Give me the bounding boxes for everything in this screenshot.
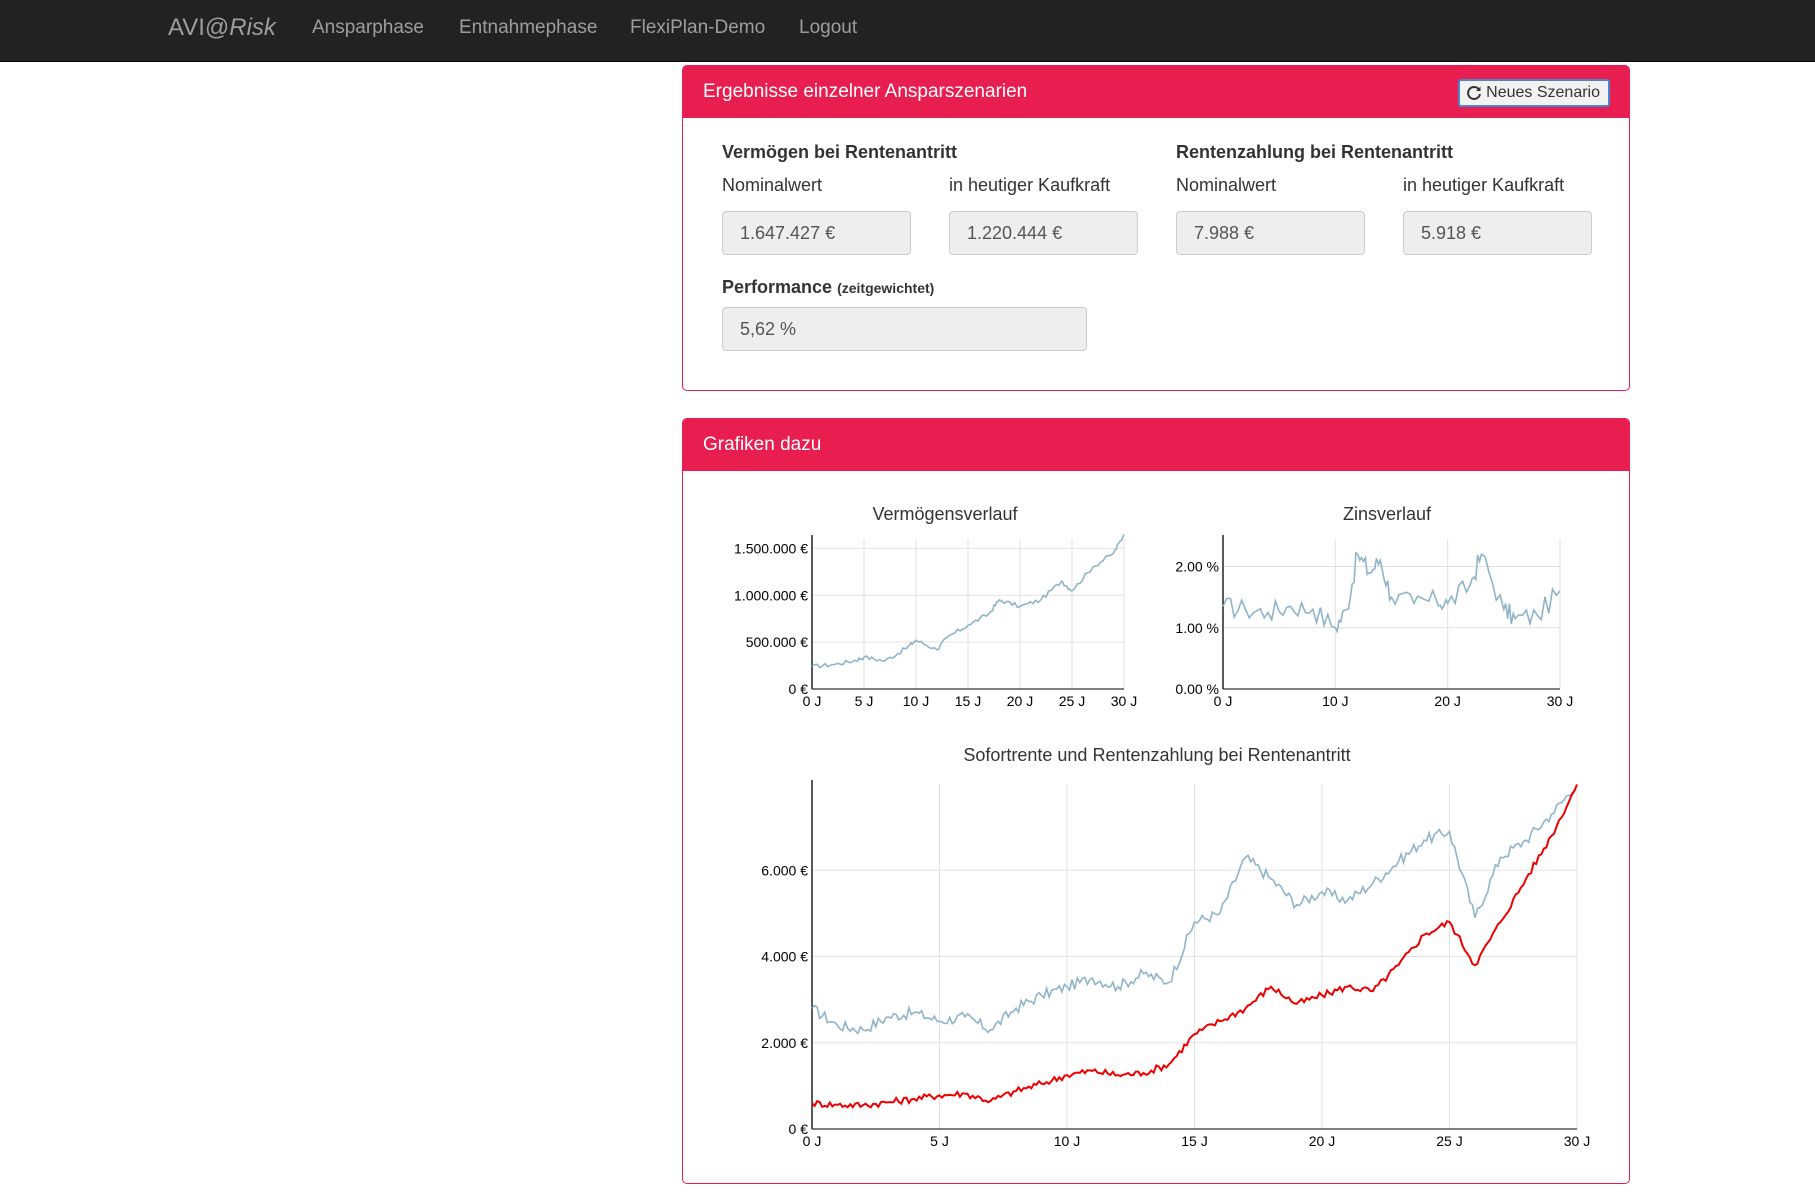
y-tick-label: 2.000 € [761, 1035, 808, 1051]
vermoegen-kaufkraft-label: in heutiger Kaufkraft [949, 175, 1111, 195]
chart-title-sofortrente: Sofortrente und Rentenzahlung bei Renten… [963, 745, 1351, 765]
x-tick-label: 10 J [1322, 693, 1348, 709]
chart-vermoegensverlauf: 0 J 5 J 10 J 15 J 20 J 25 J 30 J 0 € 500.000 € 1.… [734, 534, 1137, 709]
x-tick-label: 5 J [855, 693, 874, 709]
nav-link-flexiplan-demo[interactable]: FlexiPlan-Demo [630, 17, 766, 38]
y-tick-label: 2.00 % [1175, 559, 1219, 575]
vermoegen-nominal-label: Nominalwert [722, 175, 823, 195]
results-panel-title: Ergebnisse einzelner Ansparszenarien [703, 81, 1028, 102]
rente-heading: Rentenzahlung bei Rentenantritt [1176, 142, 1454, 162]
rente-nominal-field: 7.988 € [1176, 211, 1365, 255]
x-tick-label: 15 J [1181, 1133, 1207, 1149]
series-line-blue [811, 784, 1578, 1035]
x-tick-label: 20 J [1434, 693, 1460, 709]
vermoegen-kaufkraft-field: 1.220.444 € [949, 211, 1138, 255]
y-tick-label: 0 € [789, 1121, 809, 1137]
top-navbar: AVI@Risk Ansparphase Entnahmephase Flexi… [0, 0, 1815, 62]
performance-heading-text: Performance [722, 277, 833, 297]
results-panel-heading: Ergebnisse einzelner Ansparszenarien Neu… [683, 66, 1629, 118]
y-tick-label: 0 € [789, 681, 809, 697]
x-tick-label: 25 J [1436, 1133, 1462, 1149]
chart-title-zins: Zinsverlauf [1342, 504, 1432, 524]
chart-zinsverlauf: 0 J 10 J 20 J 30 J 0.00 % 1.00 % 2.00 % [1175, 535, 1573, 709]
x-tick-label: 30 J [1564, 1133, 1590, 1149]
x-tick-label: 10 J [1054, 1133, 1080, 1149]
series-line-red [811, 784, 1578, 1109]
x-tick-label: 20 J [1309, 1133, 1335, 1149]
y-tick-label: 1.00 % [1175, 620, 1219, 636]
y-tick-label: 500.000 € [746, 634, 808, 650]
chart-title-vermoegen: Vermögensverlauf [872, 504, 1018, 524]
new-scenario-button-label: Neues Szenario [1486, 84, 1600, 101]
y-tick-label: 0.00 % [1175, 681, 1219, 697]
series-line-blue [811, 534, 1125, 669]
y-tick-label: 1.000.000 € [734, 587, 808, 603]
performance-heading: Performance (zeitgewichtet) [722, 277, 934, 298]
refresh-icon [1467, 85, 1482, 100]
y-tick-label: 4.000 € [761, 949, 808, 965]
nav-link-ansparphase[interactable]: Ansparphase [312, 17, 424, 38]
performance-field: 5,62 % [722, 307, 1087, 351]
brand-logo[interactable]: AVI@Risk [168, 14, 276, 42]
rente-kaufkraft-field: 5.918 € [1403, 211, 1592, 255]
x-tick-label: 20 J [1007, 693, 1033, 709]
x-tick-label: 30 J [1111, 693, 1137, 709]
new-scenario-button[interactable]: Neues Szenario [1458, 79, 1610, 107]
nav-link-entnahmephase[interactable]: Entnahmephase [459, 17, 598, 38]
rente-kaufkraft-label: in heutiger Kaufkraft [1403, 175, 1565, 195]
results-panel: Ergebnisse einzelner Ansparszenarien Neu… [682, 65, 1630, 391]
chart-sofortrente: 0 J 5 J 10 J 15 J 20 J 25 J 30 J 0 € 2.000 € 4.00… [761, 780, 1590, 1149]
x-tick-label: 30 J [1547, 693, 1573, 709]
x-tick-label: 25 J [1059, 693, 1085, 709]
performance-heading-sub: (zeitgewichtet) [837, 280, 935, 296]
series-line-blue [1222, 551, 1561, 634]
x-tick-label: 0 J [803, 693, 822, 709]
vermoegen-nominal-field: 1.647.427 € [722, 211, 911, 255]
x-tick-label: 5 J [930, 1133, 949, 1149]
x-tick-label: 0 J [1214, 693, 1233, 709]
brand-text: AVI@ [168, 14, 230, 41]
graphs-panel-title: Grafiken dazu [703, 434, 822, 455]
y-tick-label: 6.000 € [761, 862, 808, 878]
y-tick-label: 1.500.000 € [734, 540, 808, 556]
graphs-panel-heading: Grafiken dazu [683, 419, 1629, 471]
x-tick-label: 10 J [903, 693, 929, 709]
x-tick-label: 0 J [803, 1133, 822, 1149]
rente-nominal-label: Nominalwert [1176, 175, 1277, 195]
x-tick-label: 15 J [955, 693, 981, 709]
brand-italic: Risk [229, 14, 276, 41]
nav-link-logout[interactable]: Logout [799, 17, 858, 38]
graphs-panel: Grafiken dazu Vermögensverlauf Zinsverla… [682, 418, 1630, 1184]
vermoegen-heading: Vermögen bei Rentenantritt [722, 142, 958, 162]
